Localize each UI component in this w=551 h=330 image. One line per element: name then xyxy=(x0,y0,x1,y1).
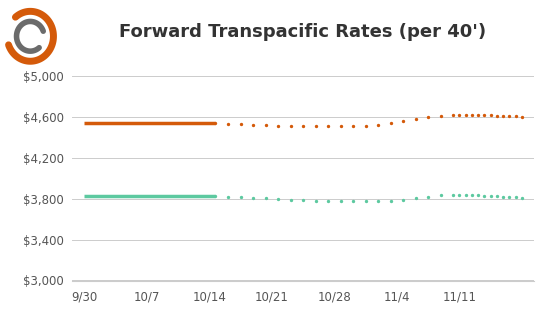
Text: Forward Transpacific Rates (per 40'): Forward Transpacific Rates (per 40') xyxy=(120,23,487,41)
